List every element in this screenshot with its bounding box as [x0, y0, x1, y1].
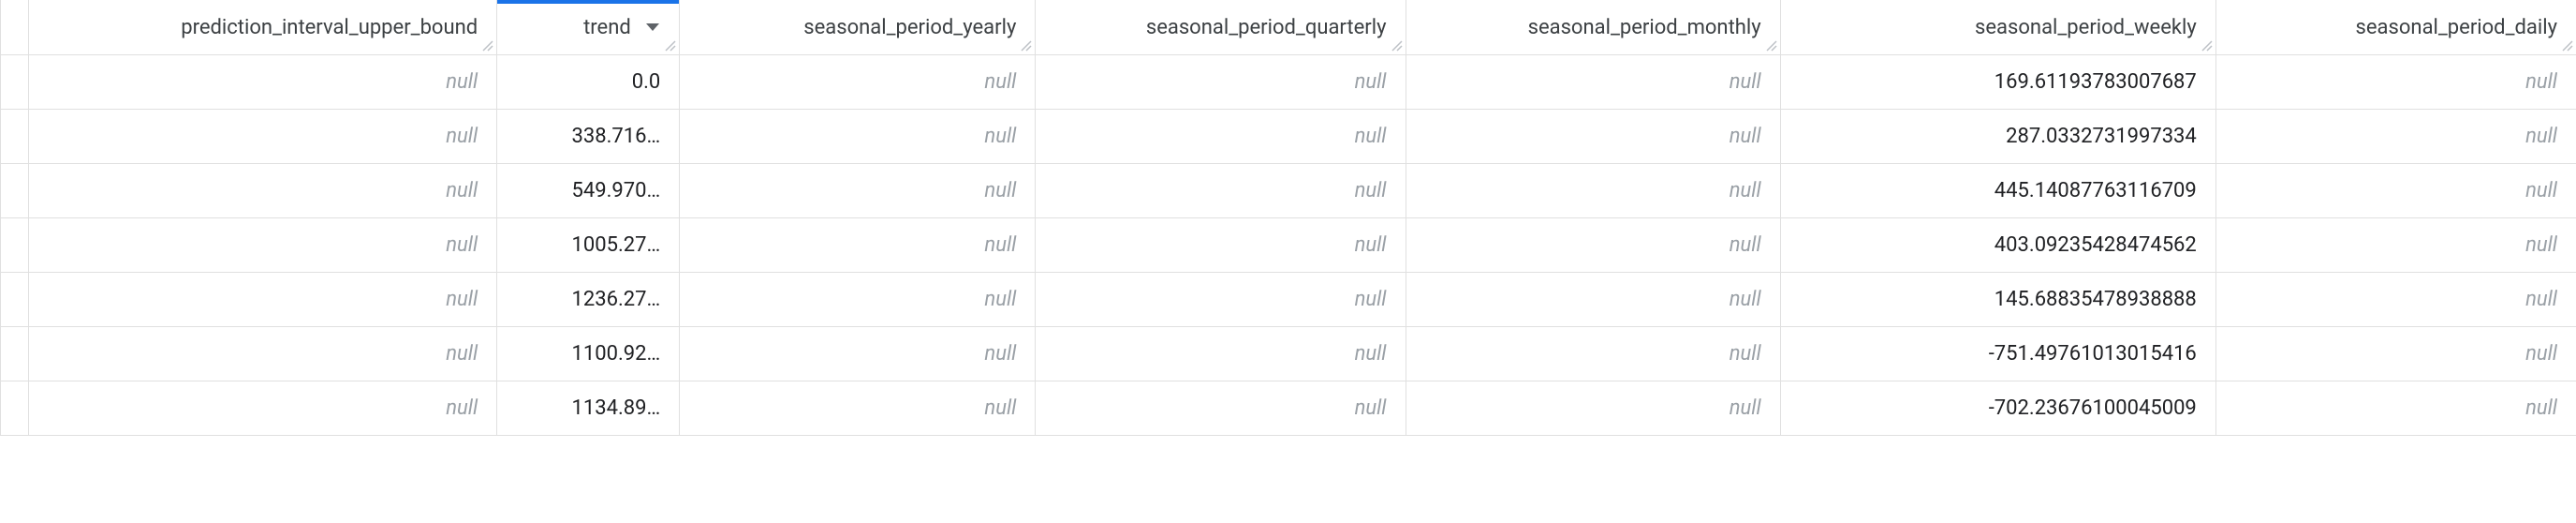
cell-trend: 1236.27…	[497, 272, 680, 326]
cell-seasonal_period_yearly: null	[680, 163, 1036, 217]
cell-seasonal_period_yearly: null	[680, 381, 1036, 435]
resize-handle-icon[interactable]	[1391, 39, 1404, 52]
row-number-cell	[1, 326, 29, 381]
cell-prediction_interval_upper_bound: null	[29, 54, 497, 109]
row-number-cell	[1, 109, 29, 163]
cell-seasonal_period_quarterly: null	[1036, 109, 1406, 163]
cell-seasonal_period_yearly: null	[680, 272, 1036, 326]
col-header-seasonal_period_weekly[interactable]: seasonal_period_weekly	[1780, 0, 2215, 54]
cell-prediction_interval_upper_bound: null	[29, 109, 497, 163]
table-header-row: prediction_interval_upper_bound trend se…	[1, 0, 2576, 54]
table-row: null338.716…nullnullnull287.033273199733…	[1, 109, 2576, 163]
cell-seasonal_period_yearly: null	[680, 109, 1036, 163]
cell-seasonal_period_monthly: null	[1406, 272, 1780, 326]
cell-seasonal_period_weekly: 287.0332731997334	[1780, 109, 2215, 163]
cell-seasonal_period_quarterly: null	[1036, 217, 1406, 272]
cell-seasonal_period_quarterly: null	[1036, 54, 1406, 109]
table-row: null1236.27…nullnullnull145.688354789388…	[1, 272, 2576, 326]
cell-seasonal_period_quarterly: null	[1036, 326, 1406, 381]
col-label: seasonal_period_daily	[2356, 16, 2557, 39]
row-number-cell	[1, 381, 29, 435]
cell-seasonal_period_quarterly: null	[1036, 272, 1406, 326]
row-number-cell	[1, 163, 29, 217]
cell-seasonal_period_monthly: null	[1406, 163, 1780, 217]
cell-seasonal_period_daily: null	[2215, 54, 2576, 109]
table-row: null1005.27…nullnullnull403.092354284745…	[1, 217, 2576, 272]
cell-seasonal_period_monthly: null	[1406, 326, 1780, 381]
col-header-trend[interactable]: trend	[497, 0, 680, 54]
cell-seasonal_period_daily: null	[2215, 163, 2576, 217]
cell-seasonal_period_weekly: 403.09235428474562	[1780, 217, 2215, 272]
cell-seasonal_period_daily: null	[2215, 381, 2576, 435]
col-label: seasonal_period_weekly	[1975, 16, 2197, 39]
cell-seasonal_period_monthly: null	[1406, 217, 1780, 272]
cell-seasonal_period_monthly: null	[1406, 109, 1780, 163]
cell-seasonal_period_yearly: null	[680, 54, 1036, 109]
cell-trend: 338.716…	[497, 109, 680, 163]
cell-trend: 1100.92…	[497, 326, 680, 381]
row-number-cell	[1, 272, 29, 326]
sort-desc-icon[interactable]	[645, 22, 660, 32]
col-label: trend	[583, 16, 631, 39]
col-label: seasonal_period_monthly	[1528, 16, 1761, 39]
col-label: seasonal_period_quarterly	[1146, 16, 1387, 39]
cell-seasonal_period_yearly: null	[680, 217, 1036, 272]
cell-seasonal_period_weekly: -702.23676100045009	[1780, 381, 2215, 435]
col-header-seasonal_period_daily[interactable]: seasonal_period_daily	[2215, 0, 2576, 54]
cell-seasonal_period_weekly: 169.61193783007687	[1780, 54, 2215, 109]
resize-handle-icon[interactable]	[481, 39, 494, 52]
cell-prediction_interval_upper_bound: null	[29, 326, 497, 381]
resize-handle-icon[interactable]	[1020, 39, 1033, 52]
cell-seasonal_period_quarterly: null	[1036, 163, 1406, 217]
cell-seasonal_period_weekly: -751.49761013015416	[1780, 326, 2215, 381]
cell-trend: 549.970…	[497, 163, 680, 217]
col-header-prediction_interval_upper_bound[interactable]: prediction_interval_upper_bound	[29, 0, 497, 54]
cell-prediction_interval_upper_bound: null	[29, 272, 497, 326]
cell-trend: 0.0	[497, 54, 680, 109]
resize-handle-icon[interactable]	[1765, 39, 1778, 52]
col-header-seasonal_period_quarterly[interactable]: seasonal_period_quarterly	[1036, 0, 1406, 54]
cell-seasonal_period_weekly: 445.14087763116709	[1780, 163, 2215, 217]
resize-handle-icon[interactable]	[2201, 39, 2214, 52]
cell-prediction_interval_upper_bound: null	[29, 163, 497, 217]
cell-seasonal_period_daily: null	[2215, 217, 2576, 272]
cell-seasonal_period_daily: null	[2215, 272, 2576, 326]
cell-trend: 1134.89…	[497, 381, 680, 435]
table-row: null1100.92…nullnullnull-751.49761013015…	[1, 326, 2576, 381]
table-row: null549.970…nullnullnull445.140877631167…	[1, 163, 2576, 217]
col-header-seasonal_period_monthly[interactable]: seasonal_period_monthly	[1406, 0, 1780, 54]
cell-prediction_interval_upper_bound: null	[29, 381, 497, 435]
col-header-seasonal_period_yearly[interactable]: seasonal_period_yearly	[680, 0, 1036, 54]
cell-seasonal_period_yearly: null	[680, 326, 1036, 381]
cell-seasonal_period_daily: null	[2215, 326, 2576, 381]
cell-seasonal_period_daily: null	[2215, 109, 2576, 163]
table-row: null0.0nullnullnull169.61193783007687nul…	[1, 54, 2576, 109]
col-label: seasonal_period_yearly	[803, 16, 1016, 39]
row-number-cell	[1, 217, 29, 272]
cell-seasonal_period_monthly: null	[1406, 381, 1780, 435]
cell-seasonal_period_monthly: null	[1406, 54, 1780, 109]
cell-seasonal_period_weekly: 145.68835478938888	[1780, 272, 2215, 326]
results-table: prediction_interval_upper_bound trend se…	[0, 0, 2576, 436]
resize-handle-icon[interactable]	[2561, 39, 2574, 52]
cell-trend: 1005.27…	[497, 217, 680, 272]
cell-seasonal_period_quarterly: null	[1036, 381, 1406, 435]
col-label: prediction_interval_upper_bound	[181, 16, 478, 39]
resize-handle-icon[interactable]	[664, 39, 677, 52]
row-number-cell	[1, 54, 29, 109]
row-number-header	[1, 0, 29, 54]
cell-prediction_interval_upper_bound: null	[29, 217, 497, 272]
table-row: null1134.89…nullnullnull-702.23676100045…	[1, 381, 2576, 435]
